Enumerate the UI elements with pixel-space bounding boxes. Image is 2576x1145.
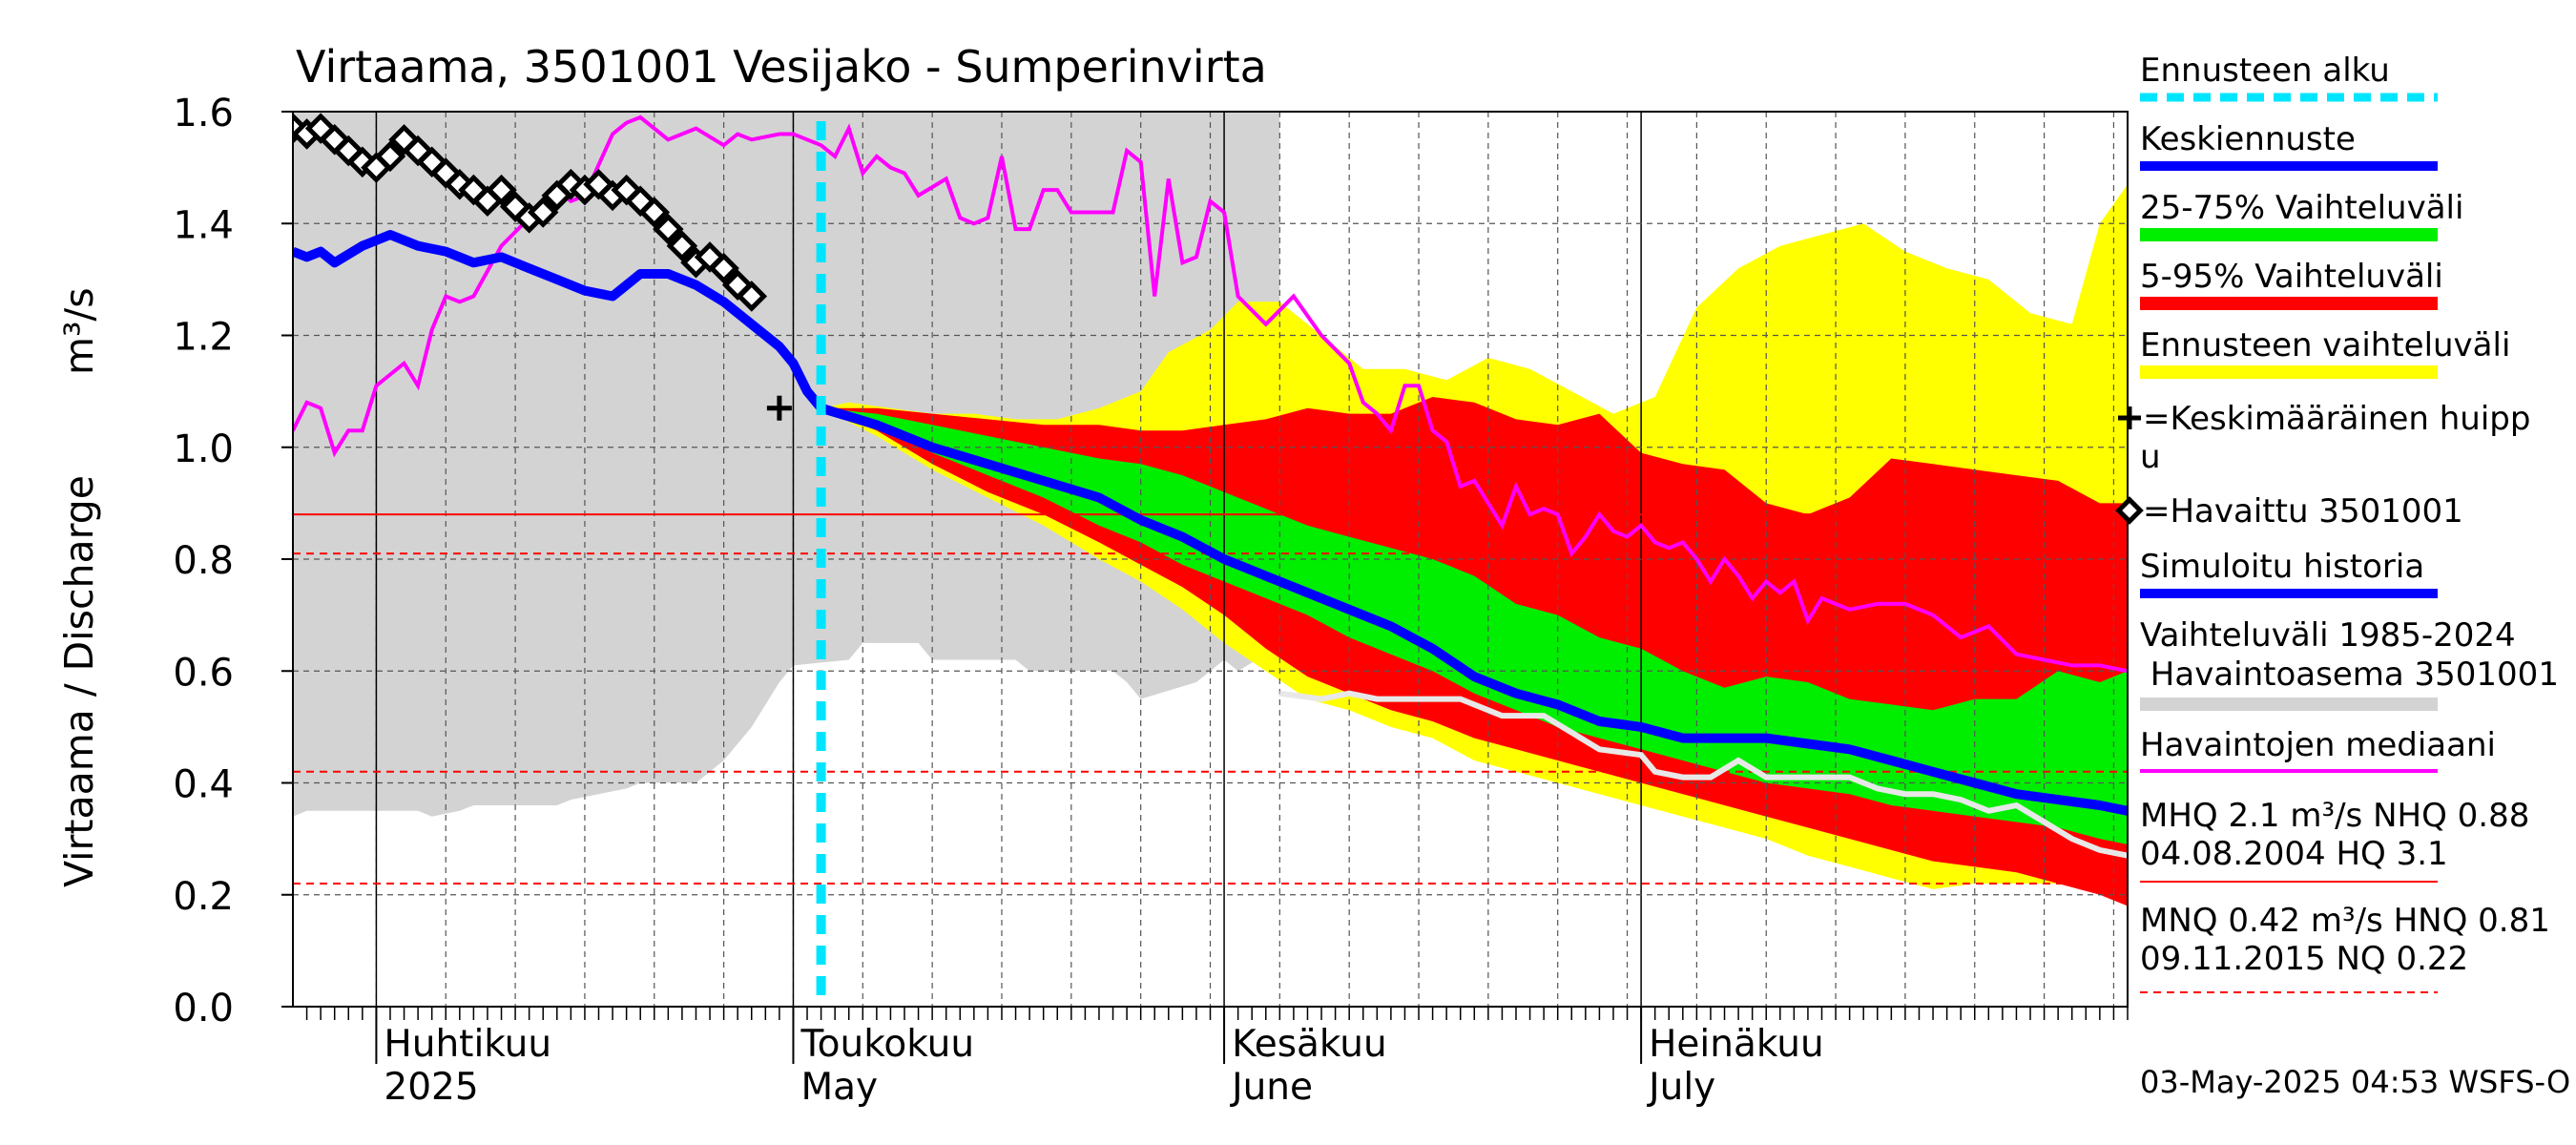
y-tick-label: 0.4 bbox=[173, 763, 234, 807]
x-month-label: Kesäkuu bbox=[1232, 1023, 1387, 1066]
x-month-label: Huhtikuu bbox=[384, 1023, 551, 1066]
y-tick-label: 0.2 bbox=[173, 875, 234, 919]
y-tick-label: 1.4 bbox=[173, 203, 234, 247]
x-month-sublabel: May bbox=[800, 1066, 878, 1109]
y-tick-label: 0.8 bbox=[173, 539, 234, 583]
lines-layer bbox=[293, 0, 2128, 1007]
observed-markers bbox=[293, 0, 816, 312]
legend-label-median-forecast: Keskiennuste bbox=[2140, 120, 2356, 158]
y-axis-label: Virtaama / Discharge bbox=[56, 475, 102, 887]
median-forecast-line bbox=[820, 403, 2128, 816]
legend-diamond-icon bbox=[2115, 496, 2144, 525]
y-tick-label: 0.0 bbox=[173, 987, 234, 1030]
y-tick-label: 1.6 bbox=[173, 92, 234, 135]
legend-label-mnq-2: 09.11.2015 NQ 0.22 bbox=[2140, 940, 2468, 978]
legend-label-mnq-1: MNQ 0.42 m³/s HNQ 0.81 bbox=[2140, 902, 2550, 940]
legend: Ennusteen alku Keskiennuste 25-75% Vaiht… bbox=[2115, 52, 2559, 993]
x-month-label: Toukokuu bbox=[800, 1023, 974, 1066]
observed-point bbox=[527, 197, 559, 228]
x-month-sublabel: 2025 bbox=[384, 1066, 478, 1109]
white-trace-line bbox=[1278, 690, 2128, 859]
footer-timestamp: 03-May-2025 04:53 WSFS-O bbox=[2140, 1064, 2570, 1100]
legend-label-mean-peak-1: =Keskimääräinen huipp bbox=[2143, 400, 2530, 438]
chart-title: Virtaama, 3501001 Vesijako - Sumperinvir… bbox=[296, 41, 1267, 93]
legend-plus-icon bbox=[2118, 406, 2141, 429]
legend-label-mean-peak-2: u bbox=[2140, 438, 2161, 476]
observed-point bbox=[653, 213, 684, 245]
y-tick-label: 1.2 bbox=[173, 316, 234, 360]
y-axis-unit: m³/s bbox=[56, 287, 102, 375]
legend-label-25-75: 25-75% Vaihteluväli bbox=[2140, 189, 2463, 227]
x-month-sublabel: June bbox=[1229, 1066, 1313, 1109]
simulated-history-line bbox=[293, 230, 825, 411]
legend-label-forecast-start: Ennusteen alku bbox=[2140, 52, 2390, 90]
observed-point bbox=[374, 140, 406, 173]
observed-point bbox=[799, 0, 816, 17]
legend-label-hist-range-2: Havaintoasema 3501001 bbox=[2140, 656, 2559, 694]
historical-range-band bbox=[293, 112, 1280, 817]
mean-peak-marker bbox=[766, 395, 792, 421]
observed-point bbox=[784, 0, 801, 17]
x-month-label: Heinäkuu bbox=[1649, 1023, 1824, 1066]
legend-label-hist-range-1: Vaihteluväli 1985-2024 bbox=[2140, 616, 2516, 655]
observed-point bbox=[708, 252, 739, 284]
observed-point bbox=[486, 174, 517, 206]
y-tick-label: 1.0 bbox=[173, 427, 234, 471]
band-25-75 bbox=[821, 407, 2128, 844]
legend-label-mhq-2: 04.08.2004 HQ 3.1 bbox=[2140, 835, 2448, 873]
legend-label-forecast-range: Ennusteen vaihteluväli bbox=[2140, 326, 2510, 364]
legend-label-observed-median: Havaintojen mediaani bbox=[2140, 726, 2496, 764]
grid-layer bbox=[293, 112, 2128, 1007]
observed-point bbox=[771, 0, 788, 17]
legend-label-simulated-history: Simuloitu historia bbox=[2140, 548, 2424, 586]
legend-label-observed: =Havaittu 3501001 bbox=[2143, 492, 2463, 531]
observed-point bbox=[638, 197, 671, 228]
y-axis: 0.0 0.2 0.4 0.6 0.8 1.0 1.2 1.4 1.6 bbox=[173, 92, 294, 1030]
legend-label-mhq-1: MHQ 2.1 m³/s NHQ 0.88 bbox=[2140, 797, 2529, 835]
y-tick-label: 0.6 bbox=[173, 651, 234, 695]
x-month-sublabel: July bbox=[1646, 1066, 1715, 1109]
observed-point bbox=[666, 230, 698, 261]
observed-point bbox=[757, 0, 774, 17]
reference-lines bbox=[293, 513, 2128, 885]
observed-point bbox=[736, 281, 768, 312]
legend-label-5-95: 5-95% Vaihteluväli bbox=[2140, 258, 2443, 296]
